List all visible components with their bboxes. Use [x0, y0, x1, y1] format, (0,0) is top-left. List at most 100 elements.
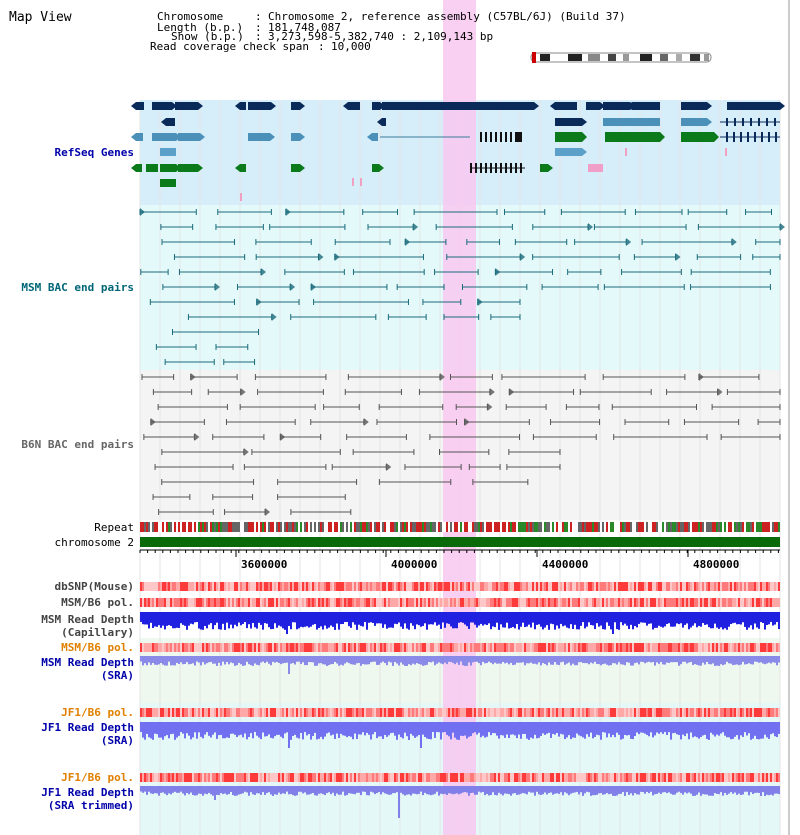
polymorphism-density: [332, 773, 334, 782]
repeat-element: [334, 522, 336, 532]
polymorphism-density: [346, 708, 348, 717]
polymorphism-density: [570, 582, 572, 591]
read-depth-bar: [764, 612, 766, 630]
polymorphism-density: [210, 773, 212, 782]
polymorphism-density: [750, 708, 752, 717]
polymorphism-density: [716, 773, 718, 782]
polymorphism-density: [724, 708, 726, 717]
polymorphism-density: [262, 582, 264, 591]
polymorphism-density: [654, 773, 656, 782]
read-depth-bar: [404, 786, 406, 796]
bac-end-marker: [509, 388, 515, 396]
polymorphism-density: [688, 582, 690, 591]
polymorphism-density: [744, 582, 746, 591]
read-depth-bar: [514, 722, 516, 736]
repeat-element: [572, 522, 574, 532]
polymorphism-density: [650, 598, 652, 607]
msm-depth-sra-label[interactable]: MSM Read Depth: [41, 656, 134, 669]
msm-pol-label[interactable]: MSM/B6 pol.: [61, 596, 134, 609]
jf1-pol-label[interactable]: JF1/B6 pol.: [61, 706, 134, 719]
jf1-pol2-label[interactable]: JF1/B6 pol.: [61, 771, 134, 784]
read-depth-bar: [252, 786, 254, 795]
polymorphism-density: [140, 773, 142, 782]
polymorphism-density: [630, 773, 632, 782]
read-depth-bar: [204, 722, 206, 735]
polymorphism-density: [258, 708, 260, 717]
b6n-bac-label[interactable]: B6N BAC end pairs: [21, 438, 134, 451]
polymorphism-density: [326, 643, 328, 652]
repeat-element: [498, 522, 500, 532]
polymorphism-density: [376, 598, 378, 607]
polymorphism-density: [470, 708, 472, 717]
read-depth-bar: [268, 722, 270, 735]
read-depth-bar: [436, 786, 438, 792]
read-depth-bar: [726, 722, 728, 738]
msm-bac-label[interactable]: MSM BAC end pairs: [21, 281, 134, 294]
polymorphism-density: [364, 708, 366, 717]
read-depth-bar: [332, 656, 334, 665]
repeat-element: [500, 522, 502, 532]
msm-pol2-label[interactable]: MSM/B6 pol.: [61, 641, 134, 654]
polymorphism-density: [536, 708, 538, 717]
polymorphism-density: [670, 773, 672, 782]
exon: [725, 148, 727, 156]
polymorphism-density: [666, 708, 668, 717]
polymorphism-density: [374, 598, 376, 607]
read-depth-bar: [426, 612, 428, 630]
read-depth-bar: [264, 722, 266, 737]
read-depth-bar: [508, 722, 510, 739]
repeat-element: [686, 522, 688, 532]
read-depth-bar: [200, 656, 202, 666]
repeat-element: [620, 522, 622, 532]
read-depth-bar: [736, 722, 738, 736]
repeat-element: [706, 522, 708, 532]
polymorphism-density: [382, 708, 384, 717]
polymorphism-density: [416, 582, 418, 591]
polymorphism-density: [668, 643, 670, 652]
polymorphism-density: [314, 773, 316, 782]
polymorphism-density: [724, 643, 726, 652]
read-depth-bar: [532, 786, 534, 793]
polymorphism-density: [612, 708, 614, 717]
polymorphism-density: [356, 708, 358, 717]
polymorphism-density: [656, 582, 658, 591]
repeat-element: [246, 522, 248, 532]
repeat-element: [756, 522, 758, 532]
read-depth-bar: [778, 722, 780, 734]
polymorphism-density: [654, 643, 656, 652]
read-depth-bar: [552, 656, 554, 665]
polymorphism-density: [576, 773, 578, 782]
jf1-depth-sra-label[interactable]: JF1 Read Depth: [41, 721, 134, 734]
polymorphism-density: [748, 708, 750, 717]
read-depth-bar: [482, 656, 484, 662]
read-depth-bar: [698, 656, 700, 666]
polymorphism-density: [246, 773, 248, 782]
polymorphism-density: [614, 708, 616, 717]
polymorphism-density: [446, 643, 448, 652]
polymorphism-density: [484, 773, 486, 782]
read-depth-bar: [778, 656, 780, 663]
repeat-element: [658, 522, 660, 532]
msm-depth-cap-label[interactable]: MSM Read Depth: [41, 613, 134, 626]
read-depth-bar: [232, 612, 234, 629]
read-depth-bar: [254, 612, 256, 628]
polymorphism-density: [438, 708, 440, 717]
refseq-genes-label[interactable]: RefSeq Genes: [54, 146, 134, 159]
read-depth-bar: [440, 612, 442, 629]
jf1-depth-trim-label[interactable]: JF1 Read Depth: [41, 786, 134, 799]
read-depth-bar: [422, 656, 424, 666]
polymorphism-density: [640, 708, 642, 717]
polymorphism-density: [276, 643, 278, 652]
read-depth-bar: [454, 656, 456, 665]
polymorphism-density: [596, 773, 598, 782]
polymorphism-density: [420, 582, 422, 591]
read-depth-bar: [746, 722, 748, 736]
dbsnp-label[interactable]: dbSNP(Mouse): [54, 580, 134, 593]
polymorphism-density: [224, 643, 226, 652]
read-depth-bar: [486, 612, 488, 625]
polymorphism-density: [694, 643, 696, 652]
read-depth-bar: [654, 786, 656, 795]
polymorphism-density: [730, 643, 732, 652]
